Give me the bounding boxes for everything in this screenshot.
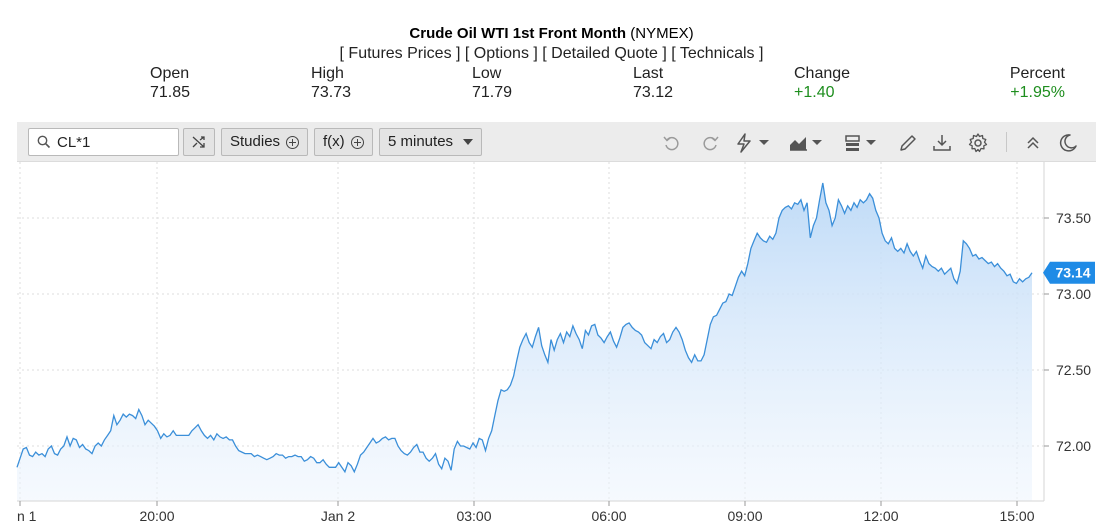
studies-label: Studies	[230, 133, 281, 150]
stat-value: 71.85	[150, 84, 191, 101]
x-tick-label: 06:00	[591, 508, 626, 524]
last-price-marker	[1043, 261, 1095, 284]
symbol-input[interactable]	[57, 133, 167, 151]
last-price-label: 73.14	[1055, 265, 1090, 281]
add-icon	[350, 135, 364, 149]
x-tick-label: Jan 2	[321, 508, 355, 524]
compare-icon	[192, 136, 205, 148]
stat-label: Low	[472, 65, 502, 82]
price-area	[17, 183, 1032, 501]
stat-low: Low 71.79	[472, 64, 512, 102]
options-link[interactable]: [ Options ]	[464, 45, 538, 62]
price-chart[interactable]: n 1 20:00 Jan 2 03:00 06:00 09:00 12:00 15:00 7…	[0, 162, 1103, 526]
redo-icon[interactable]	[699, 132, 721, 154]
stat-value: 73.12	[633, 84, 674, 101]
stat-value: +1.40	[794, 84, 835, 101]
chart-toolbar: Studies f(x) 5 minutes	[17, 122, 1096, 162]
stat-percent: Percent +1.95%	[1010, 64, 1065, 102]
detailed-quote-link[interactable]: [ Detailed Quote ]	[542, 45, 667, 62]
layout-icon[interactable]	[843, 132, 883, 154]
y-axis: 72.00 72.50 73.00 73.50	[1044, 210, 1091, 454]
futures-prices-link[interactable]: [ Futures Prices ]	[339, 45, 461, 62]
y-tick-label: 72.00	[1056, 438, 1091, 454]
stat-high: High 73.73	[311, 64, 351, 102]
quote-header: Crude Oil WTI 1st Front Month (NYMEX) [ …	[0, 24, 1103, 64]
interval-select[interactable]: 5 minutes	[379, 128, 483, 156]
stat-change: Change +1.40	[794, 64, 850, 102]
stat-value: +1.95%	[1010, 84, 1065, 101]
stat-last: Last 73.12	[633, 64, 673, 102]
fx-label: f(x)	[323, 133, 345, 150]
instrument-name: Crude Oil WTI 1st Front Month	[409, 25, 627, 42]
stat-label: High	[311, 65, 344, 82]
x-tick-label: 20:00	[139, 508, 174, 524]
studies-button[interactable]: Studies	[221, 128, 309, 156]
x-tick-label: 15:00	[999, 508, 1034, 524]
draw-icon[interactable]	[897, 132, 919, 154]
quote-links: [ Futures Prices ] [ Options ] [ Detaile…	[0, 44, 1103, 64]
quote-stats: Open 71.85 High 73.73 Low 71.79 Last 73.…	[0, 64, 1103, 104]
x-tick-label: 03:00	[456, 508, 491, 524]
y-tick-label: 73.00	[1056, 286, 1091, 302]
settings-icon[interactable]	[967, 132, 989, 154]
collapse-icon[interactable]	[1022, 132, 1044, 154]
price-line	[16, 182, 1033, 474]
stat-value: 73.73	[311, 84, 352, 101]
symbol-search[interactable]	[28, 128, 179, 156]
y-tick-label: 73.50	[1056, 210, 1091, 226]
toolbar-divider	[1006, 132, 1007, 152]
add-icon	[286, 135, 300, 149]
exchange-label: (NYMEX)	[626, 25, 694, 42]
stat-open: Open 71.85	[150, 64, 190, 102]
x-axis: n 1 20:00 Jan 2 03:00 06:00 09:00 12:00 15:00	[17, 501, 1035, 524]
x-tick-label: 12:00	[863, 508, 898, 524]
x-tick-label: n 1	[17, 508, 37, 524]
last-price-badge: 73.14	[1043, 261, 1095, 284]
search-icon	[37, 135, 51, 149]
technicals-link[interactable]: [ Technicals ]	[671, 45, 764, 62]
lightning-icon[interactable]	[733, 132, 773, 154]
stat-label: Change	[794, 65, 851, 82]
compare-button[interactable]	[183, 128, 215, 156]
fx-button[interactable]: f(x)	[314, 128, 373, 156]
stat-label: Open	[150, 65, 190, 82]
stat-label: Last	[633, 65, 664, 82]
undo-icon[interactable]	[661, 132, 683, 154]
stat-label: Percent	[1009, 65, 1065, 82]
chart-type-icon[interactable]	[788, 132, 828, 154]
interval-label: 5 minutes	[388, 133, 454, 150]
stat-value: 71.79	[472, 84, 513, 101]
chevron-down-icon	[463, 139, 474, 145]
dark-mode-icon[interactable]	[1057, 132, 1079, 154]
x-tick-label: 09:00	[727, 508, 762, 524]
download-icon[interactable]	[931, 132, 953, 154]
y-tick-label: 72.50	[1056, 362, 1091, 378]
instrument-title: Crude Oil WTI 1st Front Month (NYMEX)	[0, 24, 1103, 44]
